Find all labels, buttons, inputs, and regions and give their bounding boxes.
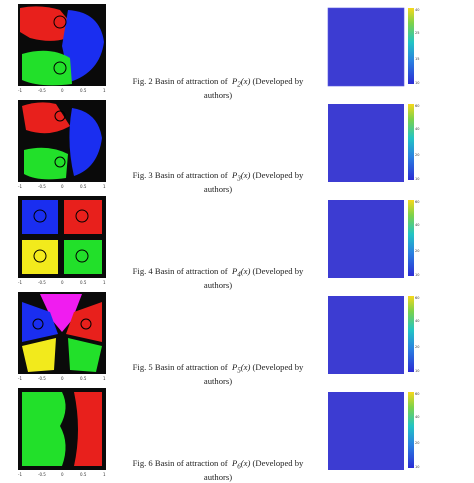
- svg-text:20: 20: [415, 249, 419, 253]
- svg-text:10: 10: [415, 369, 419, 373]
- poly-subscript: 6: [237, 462, 241, 471]
- poly-subscript: 3: [237, 174, 241, 183]
- svg-text:60: 60: [415, 296, 419, 300]
- caption-suffix: (Developed by: [252, 362, 304, 372]
- poly-arg: (x): [240, 170, 251, 180]
- svg-text:-1: -1: [18, 280, 22, 285]
- svg-text:40: 40: [415, 319, 419, 323]
- figure-caption: Fig. 6 Basin of attraction of P6(x) (Dev…: [118, 458, 318, 483]
- caption-prefix: Fig. 5 Basin of attraction of: [132, 362, 228, 372]
- svg-text:60: 60: [415, 200, 419, 204]
- svg-text:-1: -1: [18, 376, 22, 381]
- iteration-plot-p4: 60 40 20 10: [322, 194, 419, 284]
- figure-caption: Fig. 4 Basin of attraction of P4(x) (Dev…: [118, 266, 318, 291]
- poly-subscript: 5: [237, 366, 241, 375]
- basin-plot-p3: -1 -0.5 0 0.5 1: [10, 98, 110, 189]
- svg-text:40: 40: [415, 8, 419, 12]
- figure-caption: Fig. 3 Basin of attraction of P3(x) (Dev…: [118, 170, 318, 195]
- svg-text:10: 10: [415, 273, 419, 277]
- svg-text:0: 0: [61, 376, 64, 381]
- svg-text:1: 1: [103, 184, 106, 189]
- caption-prefix: Fig. 3 Basin of attraction of: [132, 170, 228, 180]
- svg-text:-0.5: -0.5: [38, 472, 46, 477]
- svg-text:0.5: 0.5: [80, 280, 87, 285]
- svg-text:0.5: 0.5: [80, 376, 87, 381]
- caption-prefix: Fig. 2 Basin of attraction of: [132, 76, 228, 86]
- figure-row-5: -1 -0.5 0 0.5 1 Fig. 5 Basin of attraction o…: [0, 290, 474, 386]
- caption-prefix: Fig. 6 Basin of attraction of: [132, 458, 228, 468]
- svg-text:-1: -1: [18, 88, 22, 93]
- figure-caption: Fig. 2 Basin of attraction of P2(x) (Dev…: [118, 76, 318, 101]
- basin-plot-p6: -1 -0.5 0 0.5 1: [10, 386, 110, 477]
- poly-arg: (x): [240, 458, 251, 468]
- basin-plot-p4: -1 -0.5 0 0.5 1: [10, 194, 110, 285]
- svg-text:20: 20: [415, 441, 419, 445]
- svg-text:1: 1: [103, 88, 106, 93]
- caption-suffix: (Developed by: [252, 76, 304, 86]
- svg-text:0: 0: [61, 472, 64, 477]
- iteration-plot-p6: 60 40 20 10: [322, 386, 419, 476]
- svg-text:20: 20: [415, 153, 419, 157]
- iteration-plot-p3: 60 40 20 10: [322, 98, 419, 188]
- basin-plot-p5: -1 -0.5 0 0.5 1: [10, 290, 110, 381]
- svg-text:-0.5: -0.5: [38, 88, 46, 93]
- svg-text:10: 10: [415, 465, 419, 469]
- poly-arg: (x): [240, 76, 251, 86]
- poly-label: P: [231, 362, 238, 372]
- svg-text:-0.5: -0.5: [38, 184, 46, 189]
- poly-label: P: [231, 458, 238, 468]
- svg-text:15: 15: [415, 57, 419, 61]
- caption-line2: authors): [203, 90, 233, 101]
- svg-text:40: 40: [415, 223, 419, 227]
- basin-plot-p2: -1 -0.5 0 0.5 1: [10, 2, 110, 93]
- svg-text:10: 10: [415, 177, 419, 181]
- svg-text:0: 0: [61, 184, 64, 189]
- iteration-plot-p2: 40 25 15 10: [322, 2, 419, 92]
- caption-line2: authors): [203, 472, 233, 483]
- caption-suffix: (Developed by: [252, 266, 304, 276]
- svg-text:25: 25: [415, 31, 419, 35]
- svg-text:1: 1: [103, 376, 106, 381]
- caption-prefix: Fig. 4 Basin of attraction of: [132, 266, 228, 276]
- poly-label: P: [231, 266, 238, 276]
- svg-text:-0.5: -0.5: [38, 280, 46, 285]
- figure-row-4: -1 -0.5 0 0.5 1 Fig. 4 Basin of attraction o…: [0, 194, 474, 290]
- svg-text:40: 40: [415, 415, 419, 419]
- poly-subscript: 4: [237, 270, 241, 279]
- figure-caption: Fig. 5 Basin of attraction of P5(x) (Dev…: [118, 362, 318, 387]
- svg-text:-1: -1: [18, 472, 22, 477]
- svg-text:60: 60: [415, 392, 419, 396]
- caption-suffix: (Developed by: [252, 170, 304, 180]
- caption-line2: authors): [203, 184, 233, 195]
- poly-arg: (x): [240, 266, 251, 276]
- caption-suffix: (Developed by: [252, 458, 304, 468]
- svg-text:40: 40: [415, 127, 419, 131]
- svg-text:1: 1: [103, 472, 106, 477]
- svg-text:1: 1: [103, 280, 106, 285]
- svg-text:-0.5: -0.5: [38, 376, 46, 381]
- poly-arg: (x): [240, 362, 251, 372]
- poly-label: P: [231, 170, 238, 180]
- figure-row-6: -1 -0.5 0 0.5 1 Fig. 6 Basin of attraction o…: [0, 386, 474, 482]
- svg-text:10: 10: [415, 81, 419, 85]
- poly-label: P: [231, 76, 238, 86]
- svg-text:60: 60: [415, 104, 419, 108]
- poly-subscript: 2: [237, 80, 241, 89]
- svg-text:0.5: 0.5: [80, 88, 87, 93]
- caption-line2: authors): [203, 280, 233, 291]
- svg-text:0.5: 0.5: [80, 472, 87, 477]
- figure-row-3: -1 -0.5 0 0.5 1 Fig. 3 Basin of attraction o…: [0, 98, 474, 194]
- svg-text:0.5: 0.5: [80, 184, 87, 189]
- svg-text:0: 0: [61, 88, 64, 93]
- iteration-plot-p5: 60 40 20 10: [322, 290, 419, 380]
- caption-line2: authors): [203, 376, 233, 387]
- svg-text:0: 0: [61, 280, 64, 285]
- figure-row-2: -1 -0.5 0 0.5 1 Fig. 2 Basin of attraction o…: [0, 2, 474, 101]
- svg-text:20: 20: [415, 345, 419, 349]
- svg-text:-1: -1: [18, 184, 22, 189]
